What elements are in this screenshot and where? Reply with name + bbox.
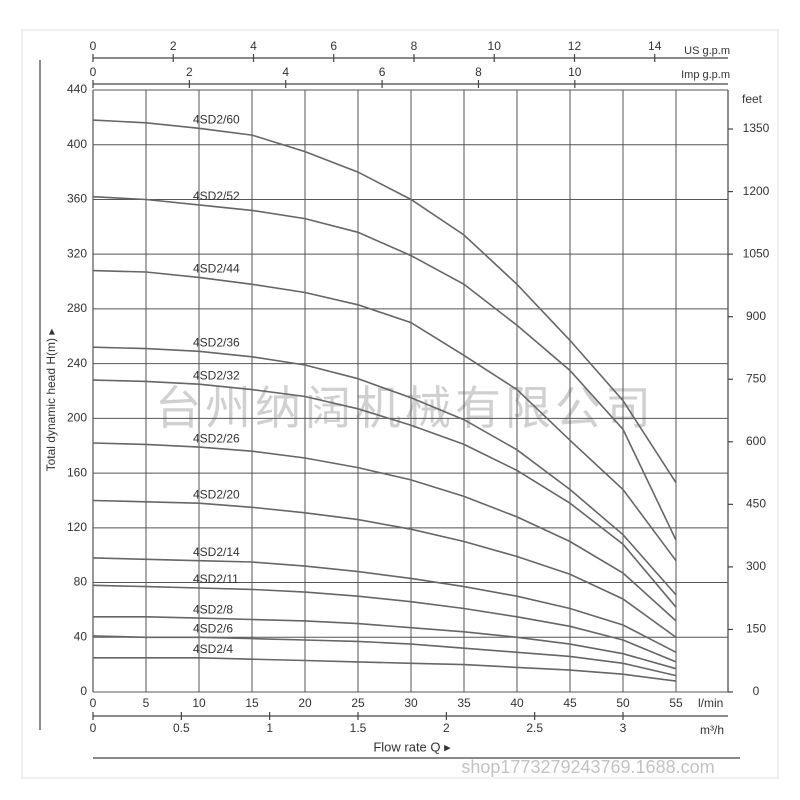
- x2-tick-label: 3: [620, 721, 627, 735]
- y2-tick-label: 0: [753, 684, 760, 698]
- x-tick-label: 20: [298, 696, 312, 710]
- y-tick-label: 240: [67, 356, 87, 370]
- y2-tick-label: 1200: [743, 184, 770, 198]
- y-tick-label: 160: [67, 465, 87, 479]
- curve-label: 4SD2/52: [193, 189, 240, 203]
- x-unit: l/min: [698, 696, 723, 710]
- pump-curve: [93, 657, 677, 682]
- x-tick-label: 0: [90, 696, 97, 710]
- x2-tick-label: 1.5: [350, 721, 367, 735]
- top-tick-label: 2: [186, 65, 193, 79]
- pump-curve: [92, 442, 677, 622]
- y2-tick-label: 600: [746, 434, 766, 448]
- top-tick-label: 14: [648, 39, 662, 53]
- top-tick-label: 6: [330, 39, 337, 53]
- y2-tick-label: 150: [746, 622, 766, 636]
- y-tick-label: 320: [67, 246, 87, 260]
- pump-curve: [92, 119, 677, 484]
- x-tick-label: 15: [245, 696, 259, 710]
- curve-label: 4SD2/60: [193, 112, 240, 126]
- curve-label: 4SD2/14: [193, 545, 240, 559]
- pump-curve: [92, 557, 677, 654]
- x-tick-label: 55: [669, 696, 683, 710]
- x-tick-label: 30: [404, 696, 418, 710]
- curve-label: 4SD2/32: [193, 368, 240, 382]
- top-tick-label: 4: [250, 39, 257, 53]
- curve-label: 4SD2/8: [193, 602, 233, 616]
- pump-curve: [92, 195, 677, 541]
- top-tick-label: 10: [488, 39, 502, 53]
- y-axis-label: Total dynamic head H(m) ▸: [44, 329, 58, 472]
- curve-label: 4SD2/36: [193, 335, 240, 349]
- pump-curve: [92, 584, 677, 663]
- curve-label: 4SD2/4: [193, 642, 233, 656]
- pump-curve: [92, 635, 677, 677]
- y2-tick-label: 1350: [743, 121, 770, 135]
- top-tick-label: 4: [282, 65, 289, 79]
- curve-label: 4SD2/44: [193, 262, 240, 276]
- pump-curve: [92, 379, 677, 608]
- y-tick-label: 200: [67, 411, 87, 425]
- pump-curve: [92, 499, 677, 638]
- x-tick-label: 10: [192, 696, 206, 710]
- top-tick-label: 10: [568, 65, 582, 79]
- curve-label: 4SD2/6: [193, 621, 233, 635]
- top-axis-label: Imp g.p.m: [681, 69, 730, 81]
- top-tick-label: 12: [568, 39, 582, 53]
- top-tick-label: 8: [475, 65, 482, 79]
- top-tick-label: 2: [170, 39, 177, 53]
- x-tick-label: 5: [143, 696, 150, 710]
- x2-tick-label: 2: [443, 721, 450, 735]
- x-axis-label: Flow rate Q ▸: [373, 739, 451, 754]
- y2-axis-label: feet: [742, 92, 763, 106]
- y-tick-label: 40: [74, 629, 88, 643]
- curve-label: 4SD2/26: [193, 431, 240, 445]
- top-tick-label: 0: [90, 39, 97, 53]
- x2-tick-label: 0: [90, 721, 97, 735]
- x2-axis-label: m³/h: [700, 723, 724, 737]
- top-axis-label: US g.p.m: [684, 45, 730, 57]
- y-tick-label: 0: [80, 684, 87, 698]
- y-tick-label: 120: [67, 520, 87, 534]
- y-tick-label: 440: [67, 82, 87, 96]
- y-tick-label: 360: [67, 192, 87, 206]
- y2-tick-label: 1050: [743, 246, 770, 260]
- x-tick-label: 35: [457, 696, 471, 710]
- pump-curve: [92, 346, 677, 596]
- watermark: shop1773279243769.1688.com: [461, 757, 714, 777]
- y2-tick-label: 750: [746, 371, 766, 385]
- y-tick-label: 80: [74, 575, 88, 589]
- y2-tick-label: 300: [746, 559, 766, 573]
- watermark: 台州纳阔机械有限公司: [155, 382, 655, 434]
- top-tick-label: 8: [411, 39, 418, 53]
- x-tick-label: 50: [616, 696, 630, 710]
- x-tick-label: 40: [510, 696, 524, 710]
- x-tick-label: 25: [351, 696, 365, 710]
- pump-curve: [92, 269, 677, 562]
- x-tick-label: 45: [563, 696, 577, 710]
- y2-tick-label: 450: [746, 497, 766, 511]
- top-tick-label: 0: [90, 65, 97, 79]
- x2-tick-label: 2.5: [526, 721, 543, 735]
- y2-tick-label: 900: [746, 309, 766, 323]
- x2-tick-label: 0.5: [173, 721, 190, 735]
- x2-tick-label: 1: [266, 721, 273, 735]
- y-tick-label: 400: [67, 137, 87, 151]
- curve-label: 4SD2/11: [193, 572, 239, 586]
- pump-curve: [93, 616, 677, 670]
- curve-label: 4SD2/20: [193, 487, 240, 501]
- top-tick-label: 6: [379, 65, 386, 79]
- frame: [21, 29, 779, 779]
- y-tick-label: 280: [67, 301, 87, 315]
